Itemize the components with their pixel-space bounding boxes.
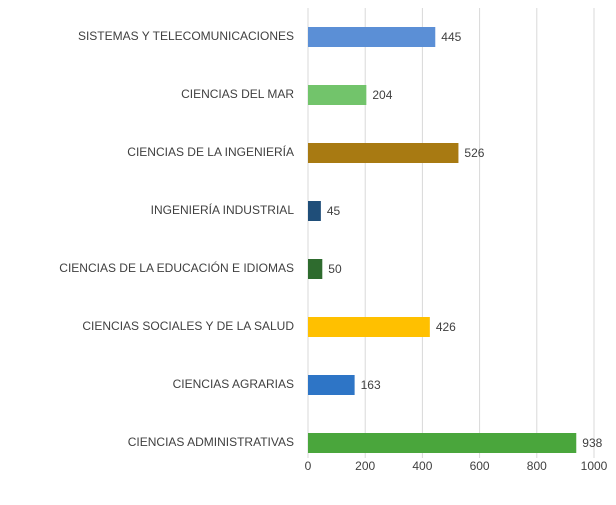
data-label: 526 — [464, 146, 484, 160]
y-tick-label: CIENCIAS DE LA INGENIERÍA — [127, 144, 294, 159]
x-tick-label: 400 — [412, 459, 432, 473]
x-tick-label: 600 — [470, 459, 490, 473]
y-tick-label: CIENCIAS AGRARIAS — [173, 377, 294, 391]
data-label: 445 — [441, 30, 461, 44]
x-tick-label: 800 — [527, 459, 547, 473]
bar — [308, 85, 367, 105]
y-tick-label: INGENIERÍA INDUSTRIAL — [151, 202, 295, 217]
bar — [308, 375, 355, 395]
data-label: 45 — [327, 204, 341, 218]
x-tick-label: 0 — [305, 459, 312, 473]
bar — [308, 433, 577, 453]
data-label: 426 — [436, 320, 456, 334]
x-tick-label: 1000 — [581, 459, 608, 473]
bar — [308, 317, 430, 337]
data-label: 938 — [582, 436, 602, 450]
data-label: 204 — [372, 88, 392, 102]
bar — [308, 201, 321, 221]
y-tick-label: CIENCIAS SOCIALES Y DE LA SALUD — [82, 319, 294, 333]
x-tick-label: 200 — [355, 459, 375, 473]
y-tick-label: SISTEMAS Y TELECOMUNICACIONES — [78, 29, 294, 43]
y-tick-label: CIENCIAS DEL MAR — [181, 87, 294, 101]
bar — [308, 259, 323, 279]
data-label: 50 — [328, 262, 342, 276]
y-tick-label: CIENCIAS ADMINISTRATIVAS — [128, 435, 294, 449]
y-tick-label: CIENCIAS DE LA EDUCACIÓN E IDIOMAS — [59, 260, 294, 275]
bar — [308, 27, 436, 47]
bar — [308, 143, 459, 163]
data-label: 163 — [361, 378, 381, 392]
